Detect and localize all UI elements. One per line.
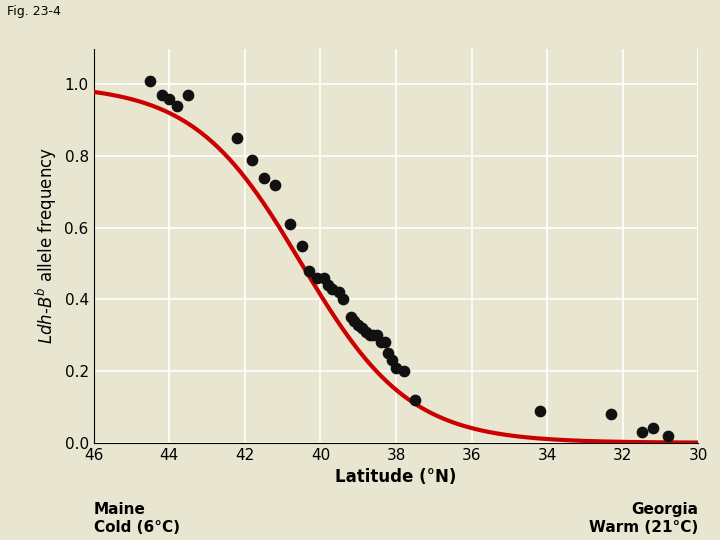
Point: [318, 274, 330, 282]
X-axis label: Latitude (°N): Latitude (°N): [336, 468, 456, 486]
Y-axis label: $\mathit{Ldh}$-$B^b$ allele frequency: $\mathit{Ldh}$-$B^b$ allele frequency: [34, 147, 59, 345]
Point: [311, 274, 323, 282]
Point: [636, 428, 647, 436]
Point: [231, 134, 243, 143]
Point: [606, 410, 617, 418]
Point: [345, 313, 356, 322]
Point: [284, 220, 296, 228]
Point: [367, 331, 379, 340]
Point: [379, 338, 390, 347]
Point: [662, 431, 674, 440]
Point: [326, 285, 338, 293]
Point: [323, 281, 334, 289]
Point: [356, 324, 368, 333]
Point: [156, 91, 167, 99]
Point: [647, 424, 659, 433]
Point: [387, 356, 398, 364]
Point: [353, 320, 364, 329]
Text: Fig. 23-4: Fig. 23-4: [7, 5, 61, 18]
Point: [247, 156, 258, 164]
Point: [375, 338, 387, 347]
Point: [364, 331, 375, 340]
Point: [398, 367, 410, 375]
Point: [296, 241, 307, 250]
Point: [382, 349, 394, 357]
Point: [372, 331, 383, 340]
Point: [258, 173, 269, 182]
Point: [333, 288, 345, 296]
Point: [303, 266, 315, 275]
Point: [145, 77, 156, 85]
Text: Georgia
Warm (21°C): Georgia Warm (21°C): [589, 502, 698, 535]
Point: [534, 406, 545, 415]
Point: [182, 91, 194, 99]
Point: [337, 295, 348, 304]
Point: [269, 180, 281, 189]
Point: [409, 395, 420, 404]
Point: [390, 363, 402, 372]
Point: [163, 94, 175, 103]
Point: [360, 327, 372, 336]
Point: [171, 102, 183, 110]
Point: [348, 316, 360, 325]
Text: Maine
Cold (6°C): Maine Cold (6°C): [94, 502, 179, 535]
